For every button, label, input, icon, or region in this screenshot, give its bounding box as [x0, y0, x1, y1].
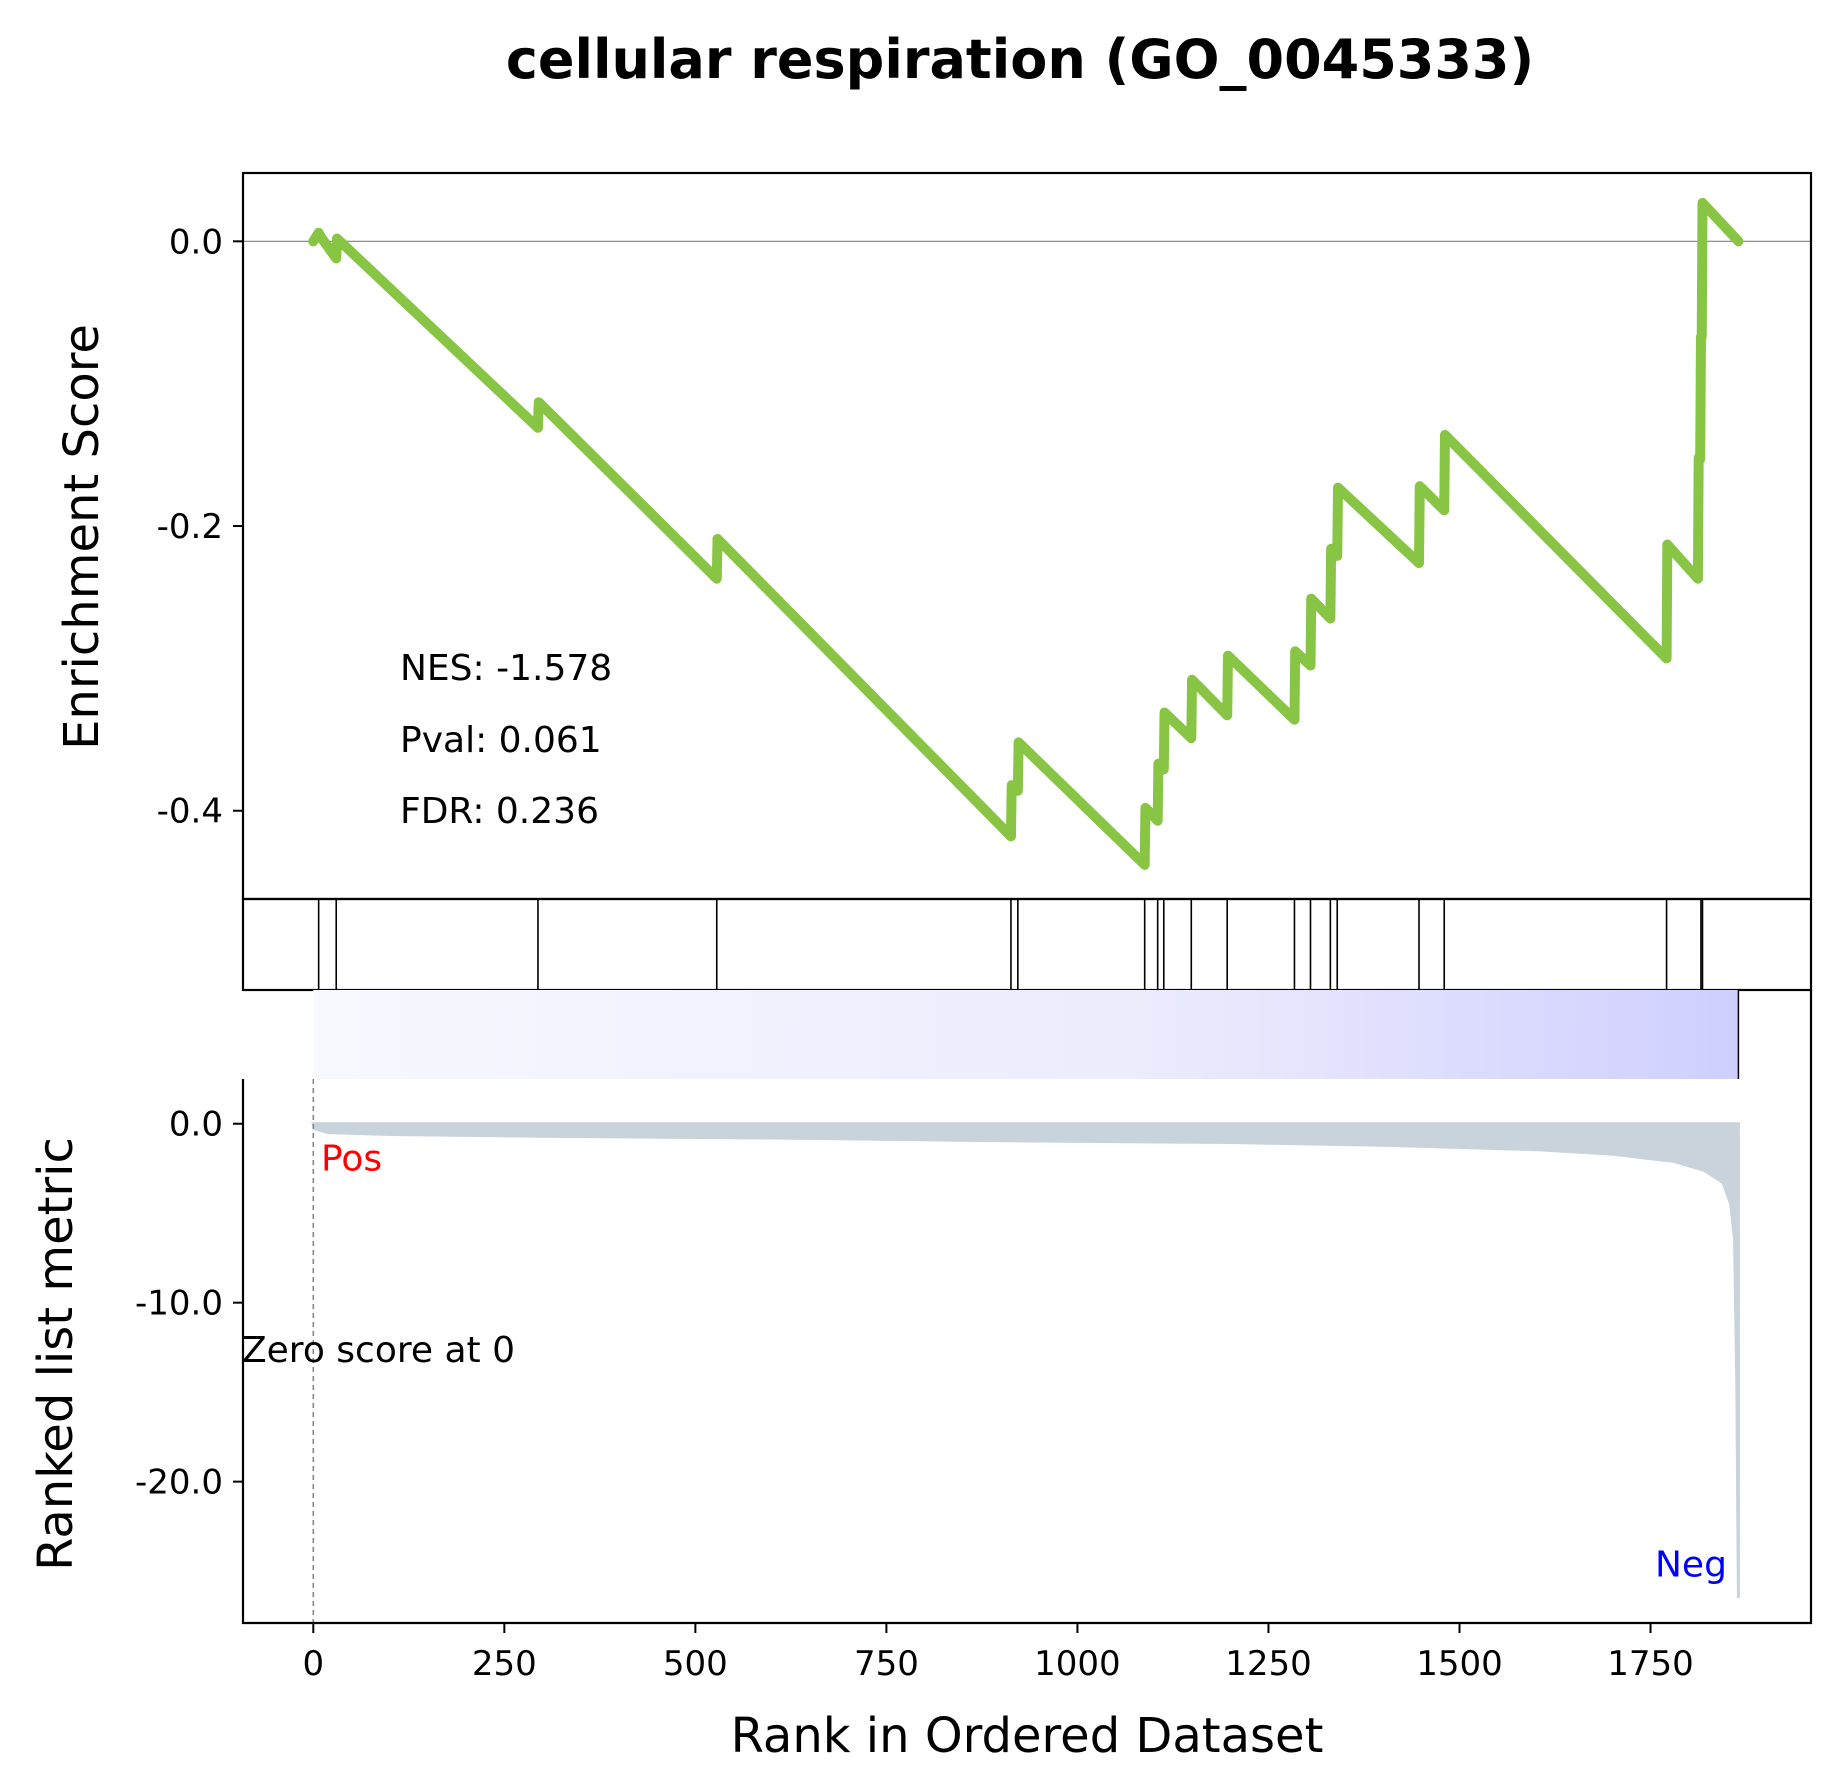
- x-tick-label: 250: [472, 1644, 537, 1684]
- rank-ytick-label: -20.0: [135, 1463, 223, 1503]
- es-ytick-label: 0.0: [169, 222, 223, 262]
- gene-hit-marks: [317, 899, 1704, 990]
- es-ytick-label: -0.2: [157, 507, 223, 547]
- x-tick-label: 1500: [1416, 1644, 1503, 1684]
- pval-annotation: Pval: 0.061: [400, 720, 602, 761]
- fdr-annotation: FDR: 0.236: [400, 791, 599, 832]
- x-tick-label: 0: [302, 1644, 324, 1684]
- rank-color-gradient: [313, 990, 1739, 1079]
- x-tick-label: 1750: [1607, 1644, 1694, 1684]
- rank-y-axis: 0.0 -10.0 -20.0: [135, 1105, 243, 1503]
- chart-title: cellular respiration (GO_0045333): [506, 28, 1534, 91]
- zero-score-label: Zero score at 0: [242, 1330, 515, 1371]
- neg-label: Neg: [1655, 1544, 1727, 1585]
- es-ylabel: Enrichment Score: [54, 324, 110, 750]
- pos-label: Pos: [321, 1138, 382, 1179]
- es-y-axis: 0.0 -0.2 -0.4: [157, 222, 243, 832]
- es-ytick-label: -0.4: [157, 792, 223, 832]
- x-tick-label: 750: [854, 1644, 919, 1684]
- enrichment-score-panel: 0.0 -0.2 -0.4 NES: -1.578 Pval: 0.061 FDR:…: [54, 171, 1813, 901]
- rank-ylabel: Ranked list metric: [28, 1137, 84, 1571]
- rank-panel-frame: [241, 990, 1813, 1625]
- nes-annotation: NES: -1.578: [400, 648, 612, 689]
- es-curve: [308, 197, 1744, 870]
- x-tick-label: 1250: [1225, 1644, 1312, 1684]
- ranked-metric-area: [311, 1122, 1740, 1598]
- x-tick-label: 1000: [1034, 1644, 1121, 1684]
- rank-axes-background: [243, 1079, 1811, 1623]
- x-axis: 0 250 500 750 1000 1250 1500 1750: [302, 1623, 1694, 1684]
- rank-ytick-label: -10.0: [135, 1284, 223, 1324]
- rank-ytick-label: 0.0: [169, 1105, 223, 1145]
- ranked-list-panel: Zero score at 0 Pos Neg 0.0 -10.0 -20.0 0 2…: [28, 990, 1813, 1764]
- x-axis-label: Rank in Ordered Dataset: [731, 1708, 1324, 1764]
- x-tick-label: 500: [663, 1644, 728, 1684]
